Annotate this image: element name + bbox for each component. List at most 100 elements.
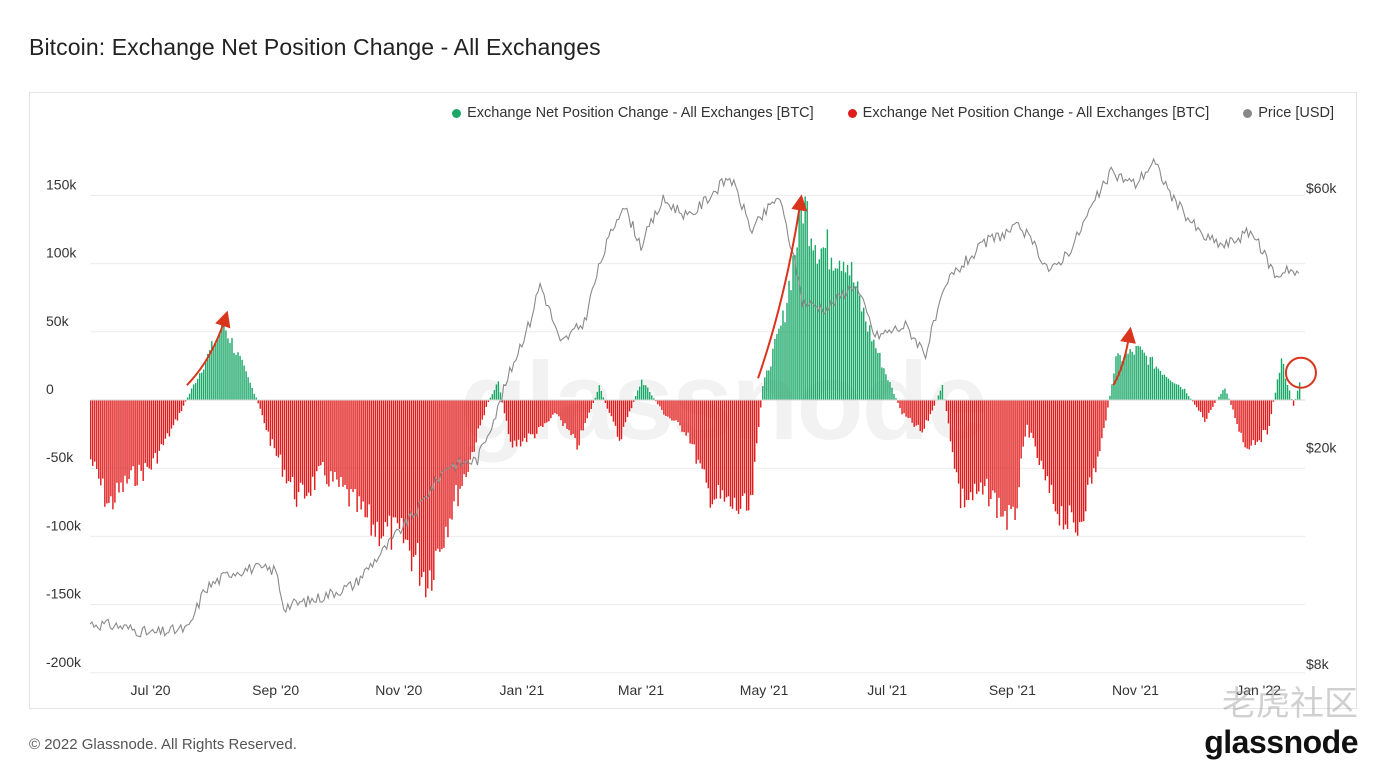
net-position-bar	[429, 400, 431, 571]
net-position-bar	[1206, 400, 1208, 419]
net-position-bar	[227, 338, 229, 400]
legend-item-price[interactable]: Price [USD]	[1243, 105, 1334, 121]
net-position-bar	[261, 400, 263, 416]
net-position-bar	[249, 382, 251, 400]
price-line	[89, 157, 1300, 638]
net-position-bar	[293, 400, 296, 500]
net-position-bar	[536, 400, 538, 434]
net-position-bar	[998, 400, 1000, 498]
net-position-bar	[1058, 400, 1061, 526]
net-position-bar	[532, 400, 534, 435]
net-position-bar	[457, 400, 459, 507]
net-position-bar	[715, 400, 718, 499]
net-position-bar	[505, 400, 508, 421]
net-position-bar	[1296, 390, 1299, 400]
net-position-bar	[271, 400, 274, 440]
net-position-bar	[94, 400, 96, 462]
y-right-tick-label: $20k	[1306, 440, 1337, 456]
net-position-bar	[477, 400, 479, 429]
net-position-bar	[624, 400, 627, 423]
net-position-bar	[1050, 400, 1053, 485]
net-position-bar	[596, 391, 599, 400]
net-position-bar	[1022, 400, 1024, 447]
net-position-bar	[889, 382, 891, 400]
chart-legend: Exchange Net Position Change - All Excha…	[452, 105, 1334, 121]
net-position-bar	[1161, 374, 1164, 400]
net-position-bar	[100, 400, 102, 486]
net-position-bar	[509, 400, 512, 442]
legend-item-outflow[interactable]: Exchange Net Position Change - All Excha…	[847, 105, 1209, 121]
net-position-bar	[776, 334, 778, 400]
net-position-bar	[469, 400, 471, 460]
net-position-bar	[209, 350, 211, 400]
net-position-bar	[614, 400, 617, 426]
net-position-bar	[301, 400, 304, 485]
net-position-bar	[1052, 400, 1055, 504]
x-tick-label: Sep '21	[989, 682, 1036, 698]
net-position-bar	[564, 400, 566, 424]
net-position-bar	[257, 400, 259, 404]
net-position-bar	[154, 400, 157, 453]
net-position-bar	[1196, 400, 1198, 408]
net-position-bar	[856, 281, 859, 400]
net-position-bar	[588, 400, 590, 413]
net-position-bar	[996, 400, 998, 519]
net-position-bar	[749, 400, 752, 496]
net-position-bar	[449, 400, 451, 519]
net-position-bar	[636, 390, 639, 400]
net-position-bar	[433, 400, 435, 580]
net-position-bar	[336, 400, 338, 480]
net-position-bar	[893, 393, 895, 400]
net-position-bar	[733, 400, 736, 498]
net-position-bar	[1002, 400, 1004, 517]
net-position-bar	[148, 400, 150, 469]
net-position-bar	[713, 400, 716, 500]
net-position-bar	[427, 400, 429, 589]
net-position-bar	[408, 400, 411, 551]
net-position-bar	[552, 400, 554, 415]
y-right-tick-label: $8k	[1306, 656, 1330, 672]
net-position-bar	[645, 385, 647, 400]
net-position-bar	[241, 359, 243, 400]
x-tick-label: Sep '20	[252, 682, 299, 698]
net-position-bar	[548, 400, 550, 422]
net-position-bar	[1159, 371, 1162, 400]
net-position-bar	[816, 263, 818, 400]
net-position-bar	[140, 400, 142, 471]
net-position-bar	[473, 400, 475, 452]
net-position-bar	[1294, 398, 1297, 400]
net-position-bar	[729, 400, 732, 507]
net-position-bar	[356, 400, 358, 513]
y-left-tick-label: -100k	[46, 517, 82, 533]
net-position-bar	[647, 387, 649, 400]
net-position-bar	[368, 400, 370, 505]
net-position-bar	[499, 392, 502, 400]
chart-panel	[29, 92, 1357, 709]
net-position-bar	[265, 400, 268, 431]
net-position-bar	[1133, 354, 1135, 400]
net-position-bar	[830, 257, 833, 400]
net-position-bar	[873, 339, 875, 400]
net-position-bar	[198, 373, 201, 400]
net-position-bar	[116, 400, 118, 483]
net-position-bar	[723, 400, 726, 502]
net-position-bar	[895, 398, 897, 400]
net-position-bar	[465, 400, 467, 477]
net-position-bar	[190, 388, 193, 400]
net-position-bar	[358, 400, 360, 497]
net-position-bar	[130, 400, 132, 471]
net-position-bar	[1127, 353, 1129, 400]
legend-item-inflow[interactable]: Exchange Net Position Change - All Excha…	[452, 105, 814, 121]
net-position-bar	[542, 400, 544, 427]
net-position-bar	[322, 400, 324, 462]
net-position-bar	[497, 381, 500, 400]
net-position-bar	[919, 400, 921, 432]
net-position-bar	[362, 400, 364, 502]
net-position-bar	[237, 352, 239, 400]
net-position-bar	[939, 390, 942, 400]
net-position-bar	[269, 400, 272, 446]
net-position-bar	[976, 400, 978, 494]
net-position-bar	[584, 400, 586, 423]
net-position-bar	[1250, 400, 1252, 446]
net-position-bar	[1165, 377, 1168, 400]
